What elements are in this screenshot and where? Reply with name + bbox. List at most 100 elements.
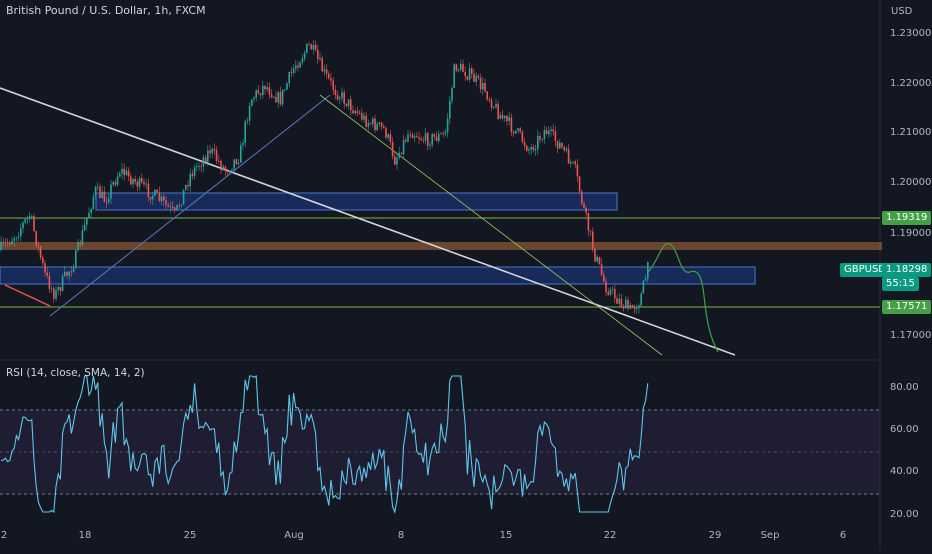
price-tick: 1.19000: [890, 228, 932, 239]
chart-title[interactable]: British Pound / U.S. Dollar, 1h, FXCM: [6, 4, 206, 17]
candle-body: [229, 170, 231, 172]
candle-body: [191, 173, 194, 177]
supply-zone-upper[interactable]: [95, 192, 618, 211]
candle-body: [44, 263, 46, 273]
candle-body: [336, 94, 339, 100]
candle-body: [264, 85, 266, 90]
candle-body: [328, 73, 330, 79]
candle-body: [17, 236, 20, 238]
candle-body: [114, 182, 117, 185]
candle-body: [176, 205, 178, 210]
candle-body: [600, 264, 603, 275]
candle-body: [235, 159, 238, 165]
candle-body: [101, 191, 103, 198]
time-tick: 29: [708, 530, 722, 541]
candle-body: [616, 298, 618, 304]
candle-body: [92, 196, 95, 209]
candle-body: [444, 132, 447, 134]
candle-body: [125, 170, 128, 176]
candle-body: [350, 99, 352, 111]
candle-body: [9, 242, 11, 245]
candle-body: [488, 99, 491, 101]
candle-body: [209, 150, 211, 154]
candle-body: [499, 115, 502, 119]
candle-body: [598, 256, 601, 265]
price-label-upper-line: 1.19319: [882, 211, 932, 225]
candle-body: [182, 189, 185, 205]
candle-body: [429, 144, 431, 146]
candle-body: [486, 91, 488, 100]
candle-body: [198, 166, 200, 167]
rsi-tick: 40.00: [890, 466, 919, 477]
candle-body: [37, 245, 40, 247]
candle-body: [449, 100, 451, 119]
candle-body: [578, 176, 581, 192]
candle-body: [99, 186, 101, 198]
candle-body: [636, 308, 638, 310]
candle-body: [446, 118, 449, 133]
candle-body: [202, 157, 205, 167]
candle-body: [622, 306, 625, 309]
time-tick: Sep: [760, 530, 780, 541]
candle-body: [255, 90, 257, 98]
candle-body: [398, 152, 400, 158]
candle-body: [402, 140, 405, 155]
countdown-label: 55:15: [882, 277, 919, 291]
candle-body: [141, 178, 143, 183]
price-tick: 1.17000: [890, 330, 932, 341]
candle-body: [455, 64, 458, 71]
price-tick: 1.23000: [890, 28, 932, 39]
descending-trendline[interactable]: [0, 87, 736, 356]
candle-body: [380, 122, 383, 127]
candle-body: [213, 148, 216, 151]
candle-body: [42, 257, 44, 264]
candle-body: [22, 222, 24, 229]
candle-body: [515, 130, 517, 134]
candle-body: [567, 148, 570, 164]
candle-body: [167, 204, 169, 207]
candle-body: [347, 99, 350, 107]
candle-body: [288, 72, 290, 84]
divergence-line[interactable]: [4, 284, 51, 307]
candle-body: [279, 92, 282, 105]
candle-body: [594, 248, 596, 262]
time-tick: 18: [78, 530, 92, 541]
candle-body: [563, 147, 565, 151]
candle-body: [211, 148, 213, 154]
demand-zone-lower[interactable]: [0, 266, 756, 285]
candle-body: [644, 278, 647, 281]
candle-body: [451, 88, 453, 101]
rsi-tick: 20.00: [890, 509, 919, 520]
price-label-lower-line: 1.17571: [882, 300, 932, 314]
candle-body: [180, 204, 183, 206]
candle-body: [407, 134, 409, 142]
candle-body: [312, 44, 315, 50]
candle-body: [200, 166, 202, 167]
candle-body: [413, 136, 416, 138]
candle-body: [565, 148, 568, 151]
candle-body: [59, 287, 62, 291]
candle-body: [70, 271, 73, 273]
candle-body: [284, 89, 286, 91]
candle-body: [589, 230, 592, 232]
candle-body: [147, 183, 150, 198]
rsi-line: [0, 375, 649, 514]
channel-trendline[interactable]: [319, 94, 663, 356]
candle-body: [365, 115, 367, 127]
candle-body: [361, 112, 363, 120]
symbol-label: GBPUSD: [840, 263, 891, 277]
candle-body: [237, 162, 240, 165]
ascending-trendline[interactable]: [49, 94, 331, 317]
candle-body: [207, 150, 209, 163]
candle-body: [196, 166, 198, 168]
rsi-title[interactable]: RSI (14, close, SMA, 14, 2): [6, 367, 145, 379]
projection-path[interactable]: [647, 243, 719, 353]
resistance-band[interactable]: [0, 242, 882, 250]
candle-body: [367, 123, 370, 127]
candle-body: [460, 63, 462, 70]
candle-body: [409, 134, 411, 136]
candle-body: [6, 242, 9, 244]
candle-body: [405, 140, 407, 142]
